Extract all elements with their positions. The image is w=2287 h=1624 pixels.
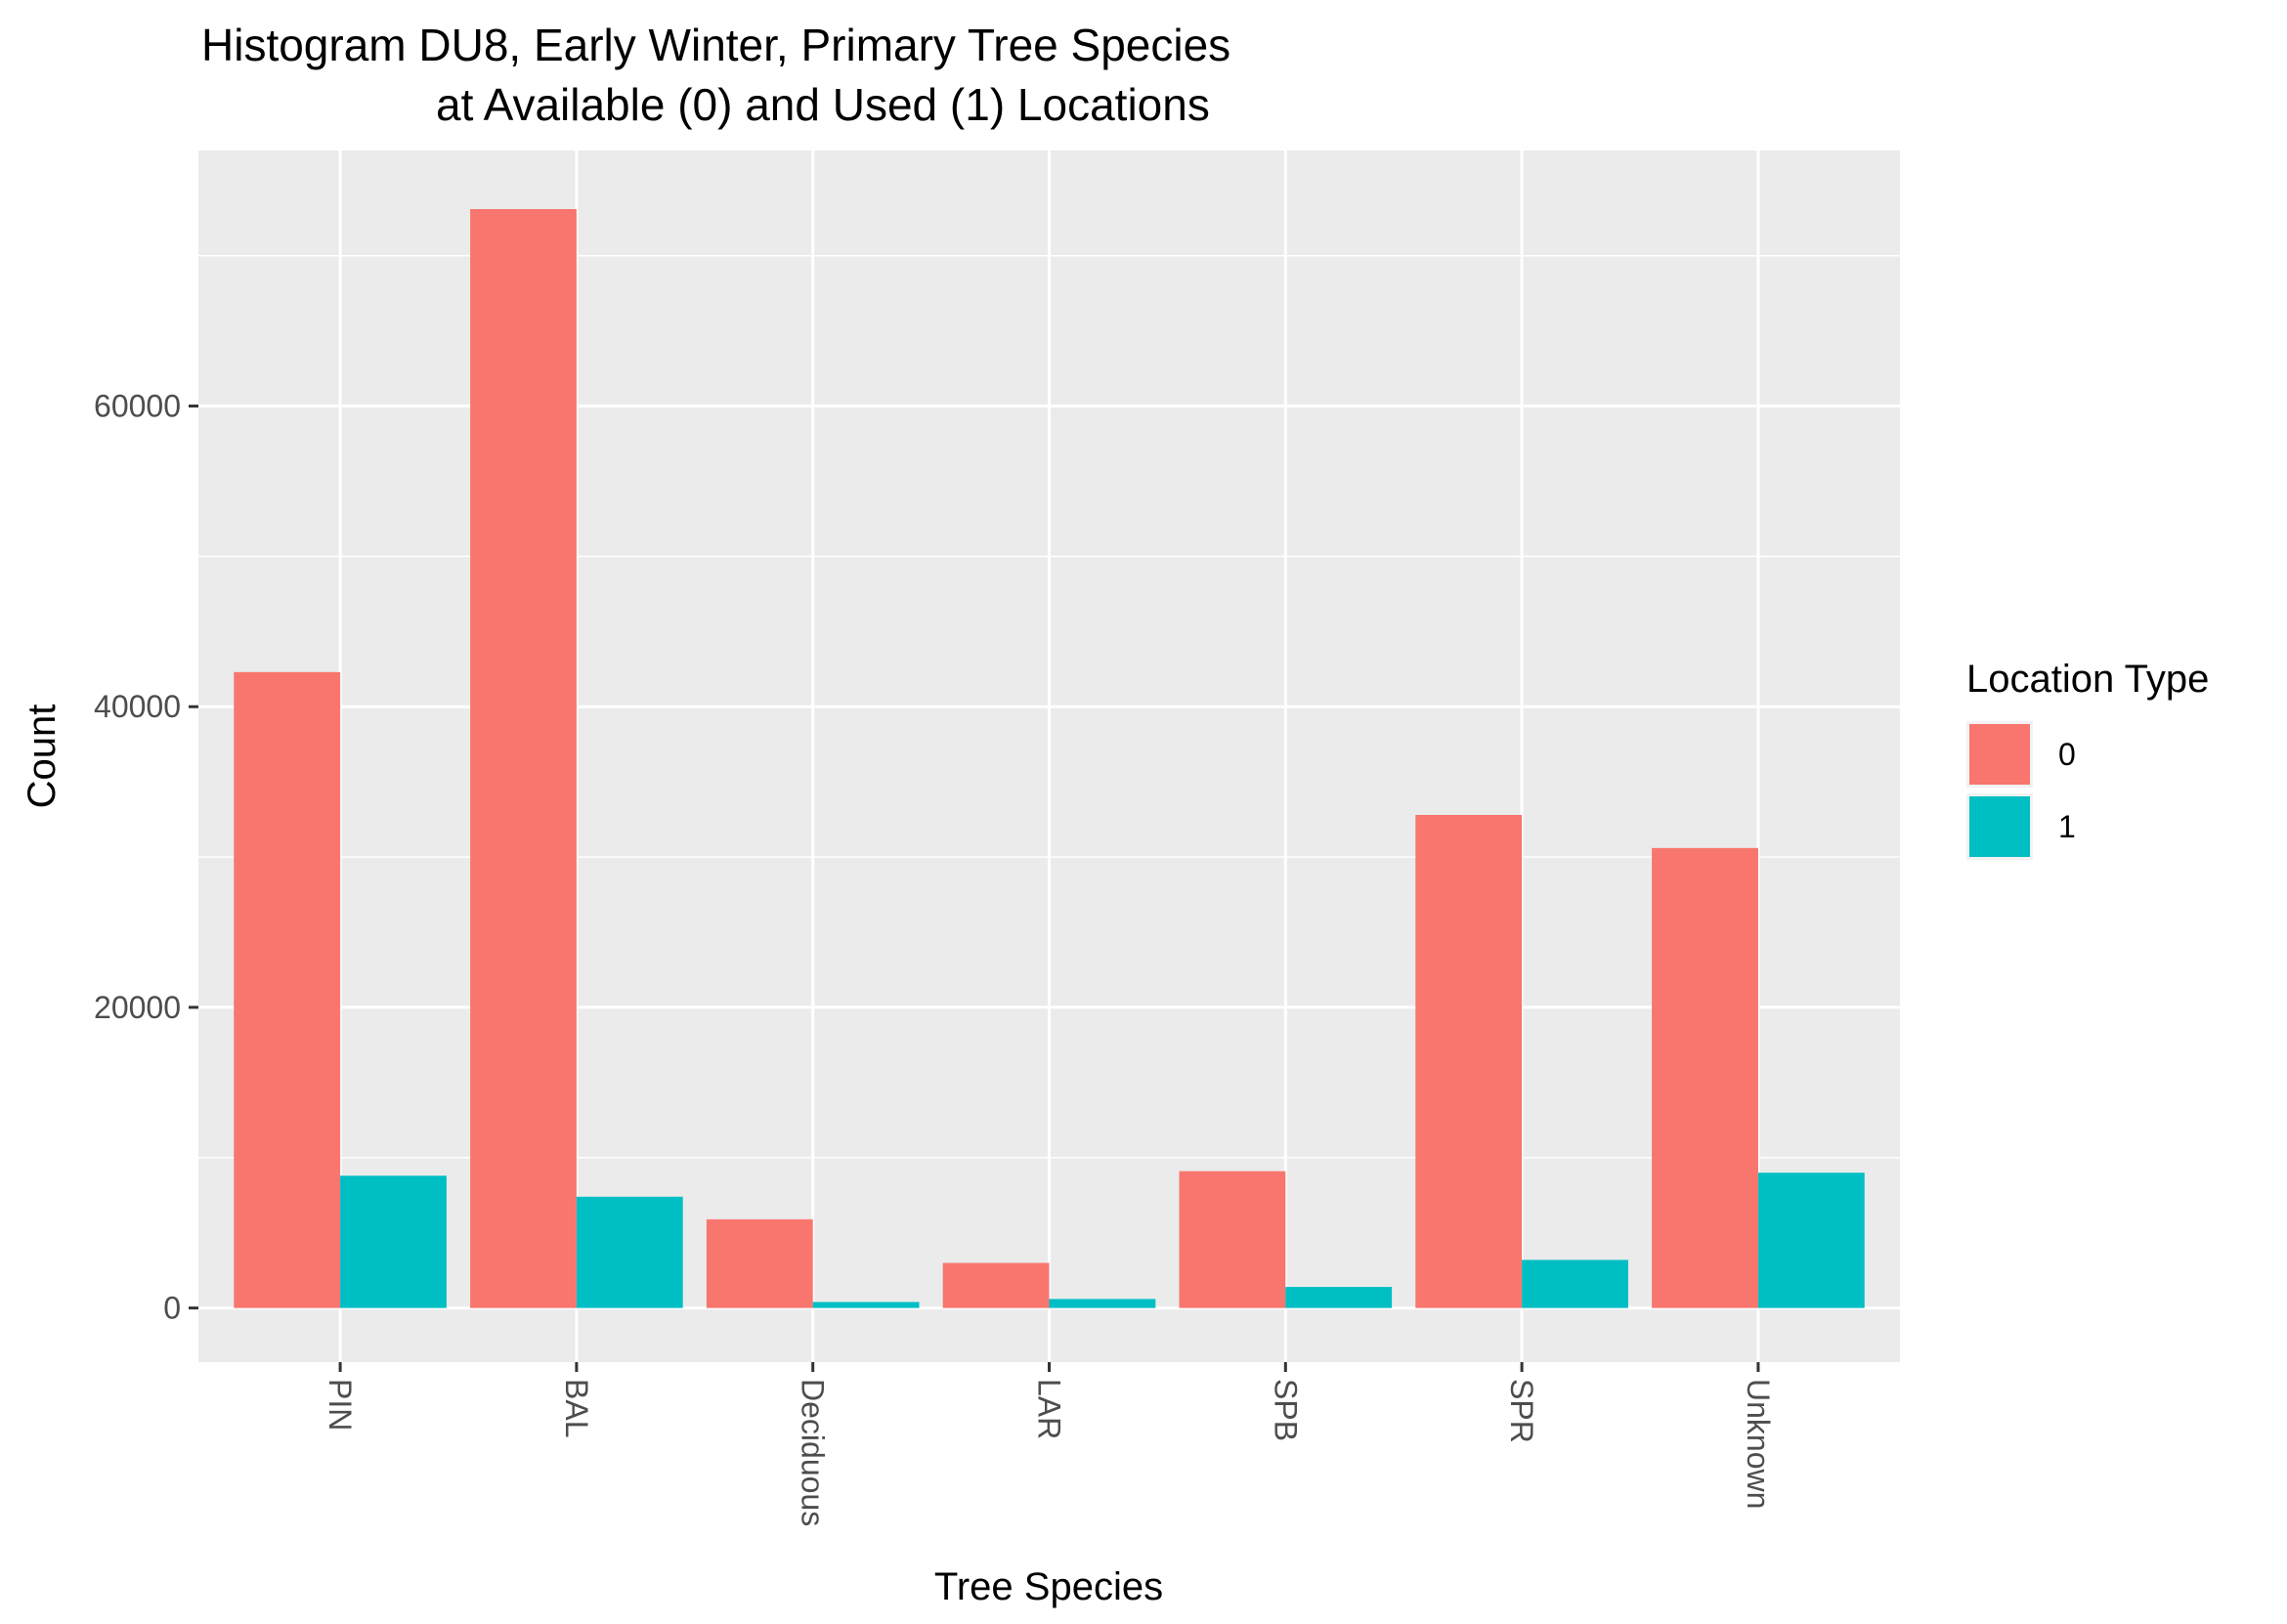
x-tick-label-bal: BAL [559, 1379, 594, 1437]
bars [234, 209, 1865, 1308]
chart-title-line-2: at Available (0) and Used (1) Locations [436, 79, 1210, 130]
bar-pin-series-1 [340, 1175, 447, 1308]
bar-lar-series-0 [942, 1262, 1050, 1308]
x-tick-label-lar: LAR [1032, 1379, 1067, 1439]
x-tick-label-deciduous: Deciduous [796, 1379, 831, 1526]
legend-swatch-0 [1969, 724, 2030, 785]
legend-title: Location Type [1966, 658, 2209, 701]
legend: Location Type 01 [1966, 658, 2209, 860]
y-axis-title: Count [21, 705, 64, 809]
axis-ticks [189, 405, 1760, 1372]
bar-pin-series-0 [234, 671, 341, 1308]
y-tick-label: 0 [163, 1291, 181, 1326]
x-axis-title: Tree Species [934, 1565, 1163, 1608]
legend-label-0: 0 [2058, 737, 2076, 772]
y-tick-label: 60000 [94, 389, 181, 424]
bar-spr-series-0 [1415, 815, 1523, 1308]
legend-items: 01 [1966, 721, 2076, 860]
bar-deciduous-series-1 [812, 1302, 920, 1308]
legend-swatch-1 [1969, 796, 2030, 857]
x-tick-label-unknown: Unknown [1741, 1379, 1776, 1509]
bar-unknown-series-1 [1757, 1173, 1865, 1308]
x-tick-label-spb: SPB [1268, 1379, 1303, 1441]
y-tick-label: 40000 [94, 689, 181, 724]
bar-bal-series-0 [470, 209, 577, 1308]
bar-spb-series-1 [1285, 1287, 1393, 1308]
y-tick-label: 20000 [94, 990, 181, 1025]
x-tick-label-spr: SPR [1504, 1379, 1539, 1443]
bar-spb-series-0 [1179, 1171, 1286, 1308]
chart-title-line-1: Histogram DU8, Early Winter, Primary Tre… [201, 20, 1230, 70]
x-tick-label-pin: PIN [323, 1379, 358, 1431]
bar-lar-series-1 [1049, 1299, 1156, 1308]
legend-label-1: 1 [2058, 809, 2076, 844]
x-tick-labels: PIN BAL Deciduous LAR SPB SPR Unknown [323, 1379, 1776, 1526]
y-tick-labels: 0 20000 40000 60000 [94, 389, 181, 1326]
bar-spr-series-1 [1522, 1260, 1628, 1308]
bar-deciduous-series-0 [706, 1218, 813, 1308]
bar-bal-series-1 [576, 1196, 683, 1308]
bar-unknown-series-0 [1652, 847, 1758, 1308]
